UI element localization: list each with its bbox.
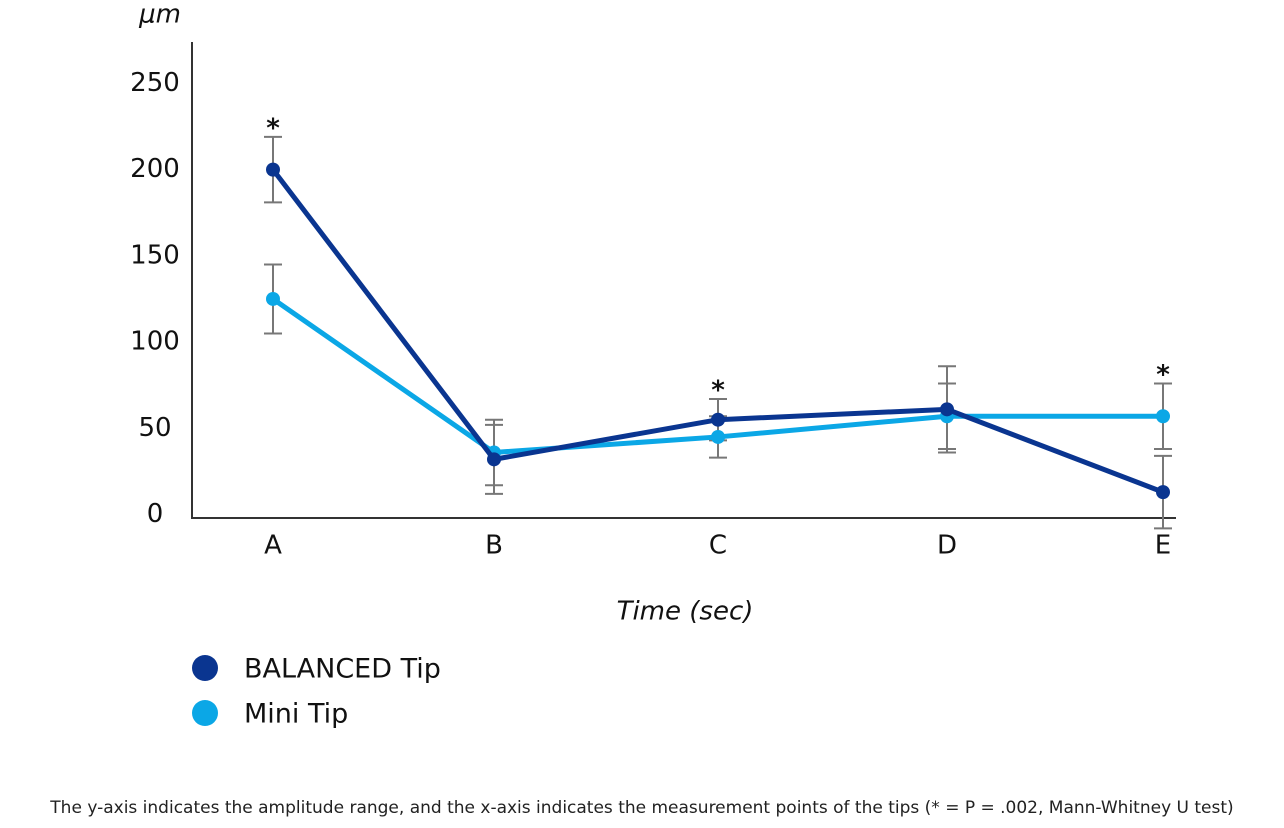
legend-marker bbox=[192, 655, 218, 681]
x-tick-label: D bbox=[937, 531, 957, 561]
y-tick-label: 100 bbox=[130, 327, 180, 357]
legend-label: Mini Tip bbox=[244, 699, 348, 730]
data-point bbox=[711, 412, 725, 427]
y-tick-label: 50 bbox=[138, 413, 171, 443]
caption: The y-axis indicates the amplitude range… bbox=[49, 798, 1233, 818]
legend-label: BALANCED Tip bbox=[244, 654, 441, 685]
data-point bbox=[1156, 409, 1170, 424]
x-axis-title: Time (sec) bbox=[617, 597, 754, 627]
y-tick-label: 0 bbox=[147, 499, 164, 529]
legend-marker bbox=[192, 700, 218, 726]
y-axis-title: μm bbox=[138, 0, 181, 30]
x-tick-label: B bbox=[485, 531, 503, 561]
data-point bbox=[266, 162, 280, 177]
y-tick-label: 250 bbox=[130, 68, 180, 98]
data-point bbox=[487, 452, 501, 467]
data-point bbox=[266, 291, 280, 306]
y-tick-label: 200 bbox=[130, 154, 180, 184]
data-point bbox=[711, 429, 725, 444]
x-tick-label: C bbox=[709, 531, 727, 561]
data-point bbox=[940, 402, 954, 417]
annotation: * bbox=[266, 113, 280, 143]
annotation: * bbox=[711, 376, 725, 406]
data-point bbox=[1156, 485, 1170, 500]
x-tick-label: A bbox=[264, 531, 282, 561]
x-tick-label: E bbox=[1155, 531, 1171, 561]
annotation: * bbox=[1156, 360, 1170, 390]
y-tick-label: 150 bbox=[130, 240, 180, 270]
